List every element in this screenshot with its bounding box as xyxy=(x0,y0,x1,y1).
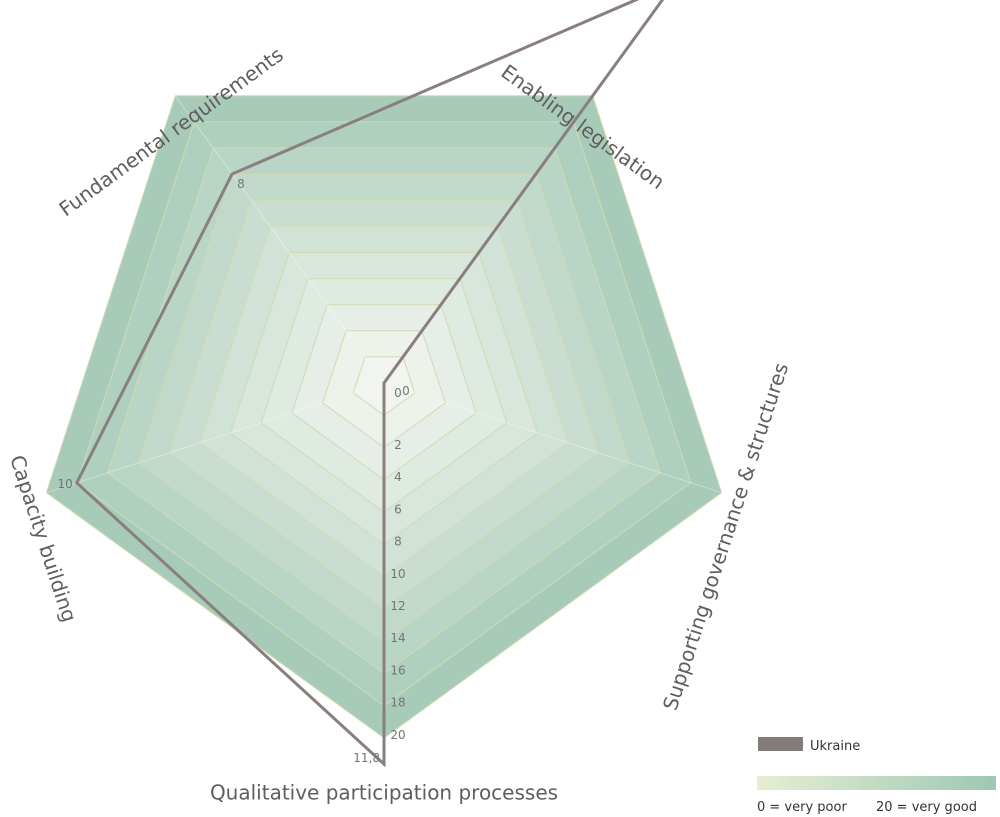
data-label: 11,8 xyxy=(353,751,380,765)
tick-label: 18 xyxy=(390,696,405,710)
tick-label: 12 xyxy=(390,599,405,613)
tick-label: 2 xyxy=(394,438,402,452)
tick-label: 20 xyxy=(390,728,405,742)
tick-label: 14 xyxy=(390,631,405,645)
legend: Ukraine 0 = very poor 20 = very good xyxy=(757,737,996,815)
tick-labels: 0 2 4 6 8 10 12 14 16 18 20 xyxy=(390,386,405,742)
legend-label-ukraine: Ukraine xyxy=(810,739,860,754)
tick-label: 16 xyxy=(390,663,405,677)
tick-label: 0 xyxy=(394,386,402,400)
axis-spoke xyxy=(46,382,385,494)
axis-spoke xyxy=(174,95,385,384)
legend-scale-min: 0 = very poor xyxy=(757,800,847,815)
axis-spoke xyxy=(383,382,722,494)
legend-color-scale xyxy=(757,776,996,790)
data-label: 10 xyxy=(58,477,73,491)
tick-label: 4 xyxy=(394,470,402,484)
tick-label: 8 xyxy=(394,535,402,549)
series-line-ukraine xyxy=(74,0,665,768)
data-label: 0 xyxy=(402,384,410,398)
axis-label: Qualitative participation processes xyxy=(210,781,558,805)
tick-label: 6 xyxy=(394,502,402,516)
legend-scale-max: 20 = very good xyxy=(876,800,977,815)
legend-swatch-ukraine xyxy=(758,737,803,751)
data-label: 8 xyxy=(237,177,245,191)
tick-label: 10 xyxy=(390,567,405,581)
